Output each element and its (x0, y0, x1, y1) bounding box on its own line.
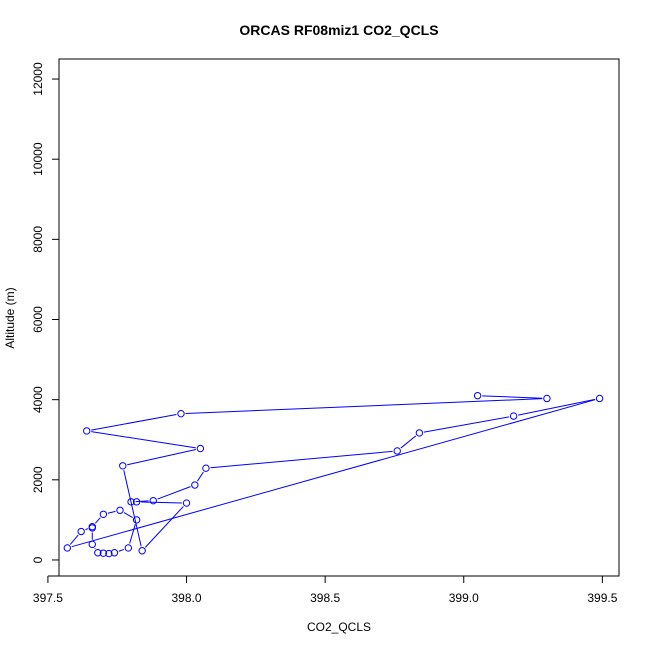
x-tick-label: 399.5 (587, 591, 617, 605)
series-line-segment (423, 416, 510, 433)
data-point (132, 516, 141, 524)
data-point (127, 498, 135, 506)
y-tick-label: 6000 (31, 306, 45, 333)
series-line-segment (69, 534, 79, 545)
series-line-segment (85, 528, 89, 531)
series-line-segment (129, 524, 136, 544)
series-line-segment (71, 399, 596, 548)
series-line-segment (144, 506, 184, 548)
data-point (105, 549, 113, 558)
series-line-segment (91, 431, 196, 449)
series-line-segment (107, 510, 116, 514)
y-tick-label: 0 (31, 556, 45, 563)
data-point (63, 544, 72, 552)
series-line-segment (135, 500, 149, 503)
x-tick-label: 397.5 (33, 591, 63, 605)
data-point (543, 394, 551, 403)
x-tick-label: 399.0 (449, 591, 479, 605)
series-line-segment (118, 548, 125, 552)
data-point (191, 481, 199, 489)
chart-title: ORCAS RF08miz1 CO2_QCLS (239, 22, 438, 38)
data-point (99, 549, 108, 557)
data-point (595, 394, 604, 403)
data-point (116, 506, 124, 514)
data-point (77, 527, 85, 536)
data-point (94, 549, 102, 557)
x-tick-label: 398.0 (172, 591, 202, 605)
data-point (124, 544, 133, 552)
series-line-segment (123, 512, 133, 519)
data-point (149, 496, 157, 505)
series-line-segment (518, 398, 596, 416)
x-tick-label: 398.5 (310, 591, 340, 605)
y-tick-label: 12000 (31, 62, 45, 96)
x-axis: 397.5 398.0 398.5 399.0 399.5 (33, 575, 618, 605)
data-point (473, 391, 482, 400)
data-point (88, 524, 96, 532)
series-line-segment (94, 517, 101, 524)
data-point (99, 510, 108, 518)
series-line-segment (185, 398, 543, 414)
y-tick-label: 2000 (31, 466, 45, 493)
series-line-segment (141, 501, 182, 504)
series-line-segment (127, 449, 197, 466)
series-line-segment (482, 395, 543, 399)
y-axis: 0 2000 4000 6000 8000 10000 12000 (31, 62, 60, 563)
series-line-segment (123, 470, 142, 547)
series-line-segment (196, 471, 204, 482)
data-point (182, 499, 191, 507)
data-point (83, 427, 91, 435)
data-point (88, 540, 96, 549)
series-line-segment (91, 414, 177, 431)
data-point (393, 447, 401, 455)
data-point (177, 409, 185, 418)
data-point (138, 547, 146, 555)
y-tick-label: 10000 (31, 142, 45, 176)
series-line-segment (210, 450, 393, 469)
series-line-segment (157, 486, 191, 500)
x-axis-label: CO2_QCLS (307, 620, 371, 634)
y-tick-label: 4000 (31, 386, 45, 413)
y-tick-label: 8000 (31, 226, 45, 253)
data-point (509, 412, 518, 420)
data-point (132, 498, 141, 506)
data-point (110, 549, 119, 557)
data-point (202, 464, 210, 472)
series-layer (63, 391, 604, 558)
y-axis-label: Altitude (m) (3, 287, 17, 348)
series-line-segment (400, 435, 417, 449)
data-point (196, 444, 205, 453)
data-point (119, 462, 127, 470)
data-point (415, 429, 424, 437)
